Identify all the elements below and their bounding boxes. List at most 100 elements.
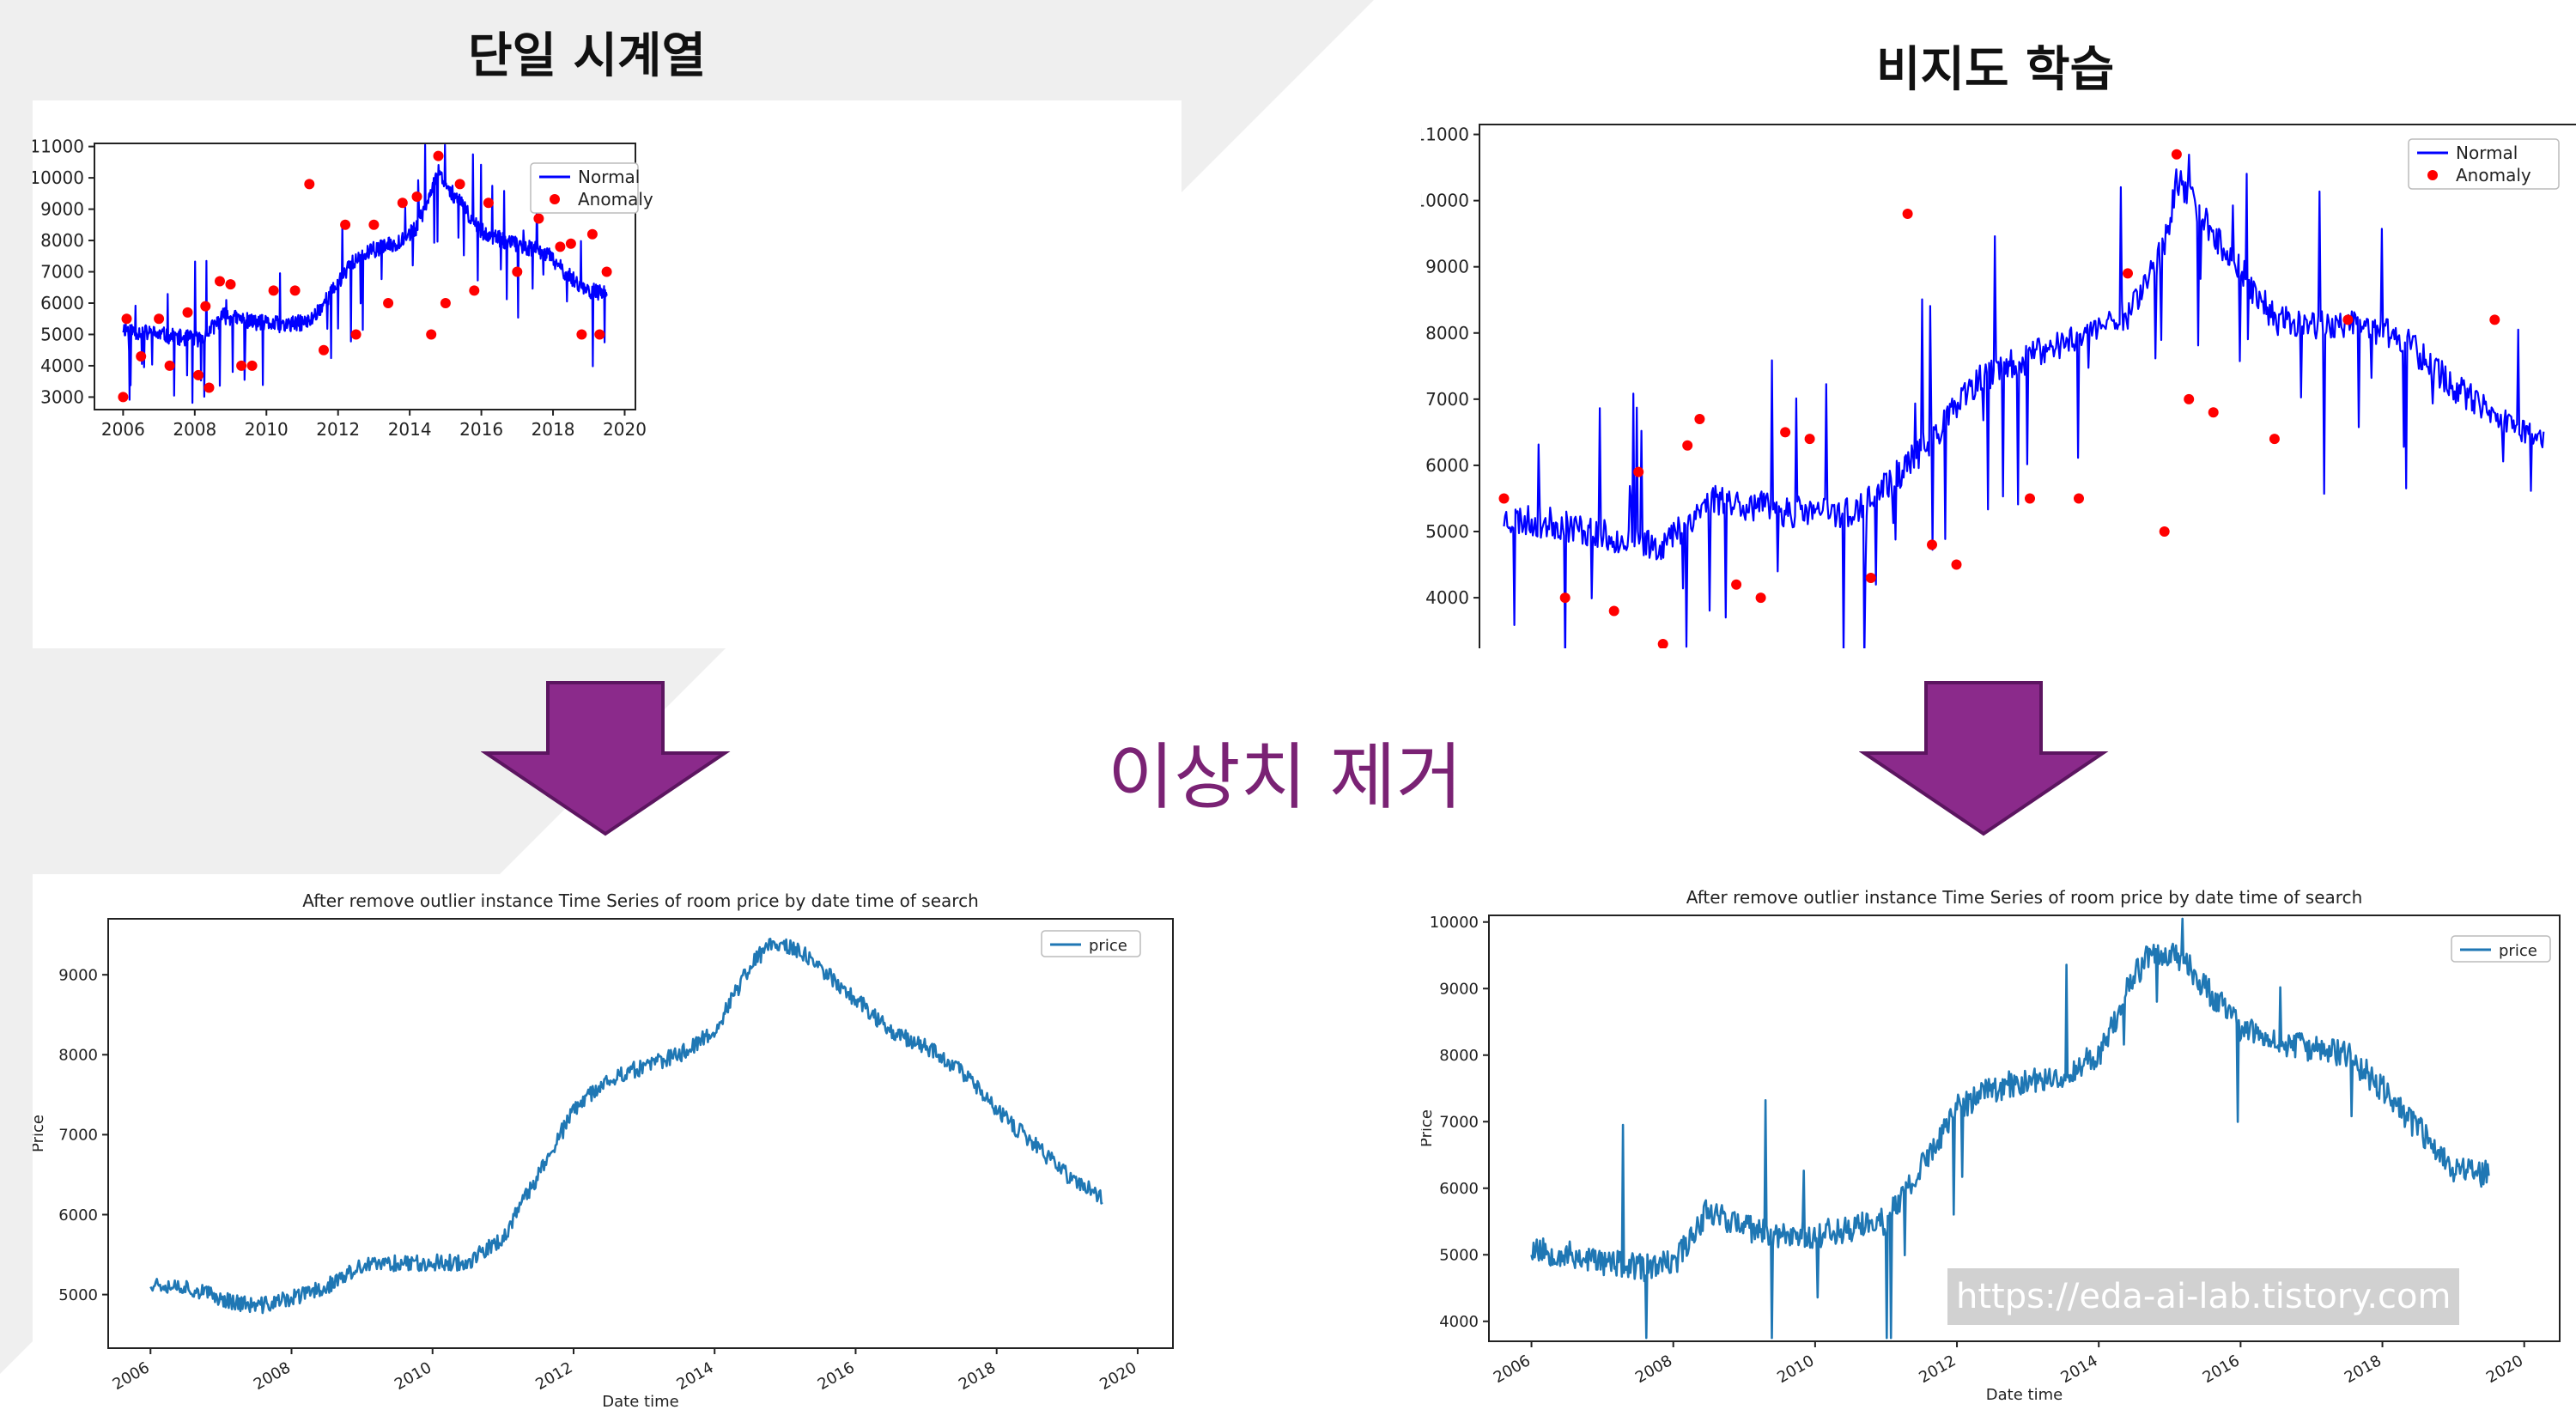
anomaly-marker: [2269, 434, 2280, 445]
y-tick-label: 11000: [1421, 125, 1469, 145]
anomaly-marker: [383, 298, 394, 308]
anomaly-marker: [340, 219, 351, 230]
plot-frame: [107, 918, 1174, 1349]
anomaly-marker: [1682, 440, 1693, 451]
anomaly-marker: [268, 285, 279, 296]
y-tick-label: 5000: [40, 324, 84, 344]
x-tick-label: 2018: [2342, 1352, 2385, 1387]
x-tick-label: 2020: [2483, 1352, 2526, 1387]
anomaly-marker: [2489, 314, 2500, 325]
anomaly-marker: [397, 198, 408, 209]
watermark-url: https://eda-ai-lab.tistory.com: [1947, 1268, 2460, 1325]
anomaly-chart-ratio: 300040005000600070008000900010000110001.…: [1421, 100, 2576, 648]
x-tick-label: 2014: [2058, 1352, 2101, 1387]
y-tick-label: 11000: [33, 137, 84, 157]
anomaly-marker: [533, 213, 544, 224]
anomaly-marker: [193, 369, 204, 380]
legend-label: Normal: [2456, 143, 2518, 163]
anomaly-marker: [368, 219, 380, 230]
cleaned-chart-left: After remove outlier instance Time Serie…: [33, 874, 1182, 1422]
x-tick-label: 2014: [388, 419, 432, 440]
anomaly-marker: [136, 351, 147, 362]
y-tick-label: 7000: [58, 1127, 98, 1145]
x-tick-label: 2008: [1632, 1352, 1675, 1387]
anomaly-marker: [594, 329, 605, 340]
legend-label: Anomaly: [2456, 165, 2531, 185]
x-tick-label: 2020: [1097, 1358, 1139, 1394]
x-tick-label: 2012: [532, 1358, 575, 1394]
anomaly-marker: [2123, 268, 2133, 279]
down-arrow-shape: [1859, 681, 2109, 836]
x-tick-label: 2008: [251, 1358, 294, 1394]
y-tick-label: 7000: [1439, 1114, 1479, 1132]
anomaly-marker: [1755, 592, 1766, 604]
anomaly-marker: [1865, 573, 1876, 583]
down-arrow-shape: [481, 681, 731, 836]
y-axis-label: Price: [1421, 1109, 1436, 1147]
anomaly-marker: [204, 382, 215, 393]
anomaly-marker: [319, 344, 329, 356]
x-tick-label: 2010: [1774, 1352, 1817, 1387]
anomaly-chart-year: 3000 4000 5000 6000 7000 8000 9000 10000 11000 20…: [33, 100, 1182, 648]
remove-outliers-label: 이상치 제거: [1108, 735, 1463, 819]
anomaly-marker: [121, 313, 132, 325]
anomaly-marker: [118, 392, 129, 403]
y-tick-label: 4000: [1439, 1313, 1479, 1331]
anomaly-marker: [1633, 466, 1644, 477]
y-tick-label: 8000: [1425, 323, 1469, 343]
legend-label: price: [2499, 942, 2537, 960]
x-tick-label: 2018: [532, 419, 575, 440]
legend-box: [2451, 935, 2551, 963]
plot-frame: [94, 143, 636, 410]
y-tick-label: 10000: [33, 167, 84, 188]
y-tick-label: 7000: [1425, 389, 1469, 410]
x-tick-label: 2016: [2200, 1352, 2243, 1387]
x-tick-label: 2016: [459, 419, 503, 440]
anomaly-marker: [411, 191, 422, 202]
plot-frame: [1479, 124, 2576, 648]
x-tick-label: 2006: [101, 419, 145, 440]
legend-label: Anomaly: [578, 189, 653, 210]
y-tick-label: 3000: [40, 386, 84, 407]
series-line-price: [149, 938, 1103, 1315]
anomaly-marker: [2208, 407, 2219, 418]
series-line-normal: [122, 143, 608, 404]
y-tick-label: 7000: [40, 262, 84, 283]
anomaly-marker: [1780, 427, 1791, 438]
anomaly-marker: [454, 179, 465, 190]
chart-title: After remove outlier instance Time Serie…: [1686, 887, 2363, 908]
anomaly-marker: [576, 329, 587, 340]
down-arrow-left: [481, 681, 731, 836]
y-axis-label: Price: [33, 1115, 47, 1152]
anomaly-marker: [1902, 209, 1913, 219]
anomaly-marker: [1731, 579, 1742, 590]
anomaly-marker: [555, 241, 566, 252]
x-axis-label: Date time: [602, 1393, 678, 1411]
y-tick-label: 4000: [1425, 587, 1469, 608]
legend-marker-anomaly: [2427, 170, 2438, 180]
x-tick-label: 2012: [316, 419, 360, 440]
title-single-timeseries: 단일 시계열: [468, 28, 707, 84]
x-tick-label: 2014: [674, 1358, 717, 1394]
anomaly-marker: [200, 301, 211, 312]
y-tick-label: 10000: [1430, 914, 1479, 932]
anomaly-marker: [2074, 493, 2084, 504]
anomaly-marker: [1694, 414, 1705, 424]
anomaly-marker: [154, 313, 165, 325]
legend-label: Normal: [578, 167, 640, 187]
x-tick-label: 2016: [815, 1358, 858, 1394]
chart-title: After remove outlier instance Time Serie…: [302, 890, 979, 911]
y-tick-label: 6000: [40, 293, 84, 313]
y-tick-label: 10000: [1421, 191, 1469, 211]
anomaly-marker: [215, 276, 225, 287]
x-tick-label: 2020: [603, 419, 647, 440]
anomaly-marker: [586, 228, 598, 240]
series-line-normal: [1503, 154, 2545, 648]
y-tick-label: 5000: [1425, 521, 1469, 542]
anomaly-marker: [483, 198, 494, 209]
x-tick-label: 2010: [245, 419, 289, 440]
x-tick-label: 2006: [110, 1358, 153, 1394]
y-tick-label: 6000: [1439, 1180, 1479, 1198]
cleaned-chart-right: After remove outlier instance Time Serie…: [1421, 884, 2576, 1422]
x-tick-label: 2012: [1916, 1352, 1959, 1387]
